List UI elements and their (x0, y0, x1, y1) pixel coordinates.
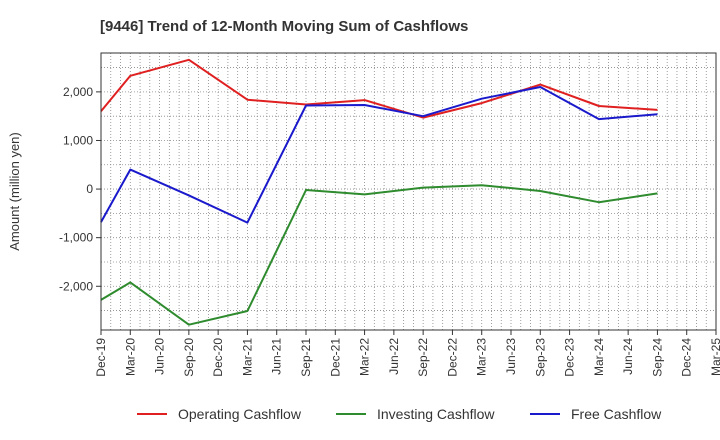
x-tick-label: Jun-20 (153, 338, 167, 375)
y-axis-ticks: -2,000 -1,000 0 1,000 2,000 (59, 85, 101, 293)
x-tick-label: Dec-19 (94, 338, 108, 377)
x-tick-label: Mar-21 (240, 338, 254, 376)
x-tick-label: Jun-24 (621, 338, 635, 375)
series-line-free-cashflow (100, 86, 658, 224)
grid (101, 53, 716, 330)
chart-title: [9446] Trend of 12-Month Moving Sum of C… (100, 18, 468, 35)
x-tick-label: Dec-23 (563, 338, 577, 377)
y-tick-label: -1,000 (59, 231, 93, 245)
x-tick-label: Sep-20 (182, 338, 196, 377)
legend-label: Free Cashflow (571, 406, 662, 422)
x-tick-label: Dec-21 (328, 338, 342, 377)
y-tick-label: 0 (86, 182, 93, 196)
x-tick-label: Sep-22 (416, 338, 430, 377)
x-tick-label: Mar-20 (123, 338, 137, 376)
y-tick-label: 2,000 (63, 85, 93, 99)
x-tick-label: Sep-21 (299, 338, 313, 377)
x-tick-label: Mar-24 (592, 338, 606, 376)
x-tick-label: Dec-20 (211, 338, 225, 377)
series-lines (100, 58, 658, 326)
x-tick-label: Jun-22 (387, 338, 401, 375)
series-line-operating-cashflow (100, 58, 658, 119)
series-line-investing-cashflow (100, 184, 658, 326)
y-tick-label: 1,000 (63, 133, 93, 147)
x-axis-ticks: Dec-19 Mar-20 Jun-20 Sep-20 Dec-20 Mar-21 Jun-… (94, 330, 720, 377)
y-axis-label: Amount (million yen) (7, 132, 22, 251)
x-tick-label: Jun-23 (504, 338, 518, 375)
x-tick-label: Dec-22 (445, 338, 459, 377)
x-tick-label: Mar-22 (358, 338, 372, 376)
x-tick-label: Sep-23 (533, 338, 547, 377)
legend-label: Operating Cashflow (178, 406, 302, 422)
x-tick-label: Dec-24 (680, 338, 694, 377)
legend-label: Investing Cashflow (377, 406, 495, 422)
legend: Operating Cashflow Investing Cashflow Free… (137, 406, 662, 422)
x-tick-label: Jun-21 (270, 338, 284, 375)
plot-frame (100, 52, 717, 331)
x-tick-label: Mar-25 (709, 338, 720, 376)
x-tick-label: Sep-24 (650, 338, 664, 377)
y-tick-label: -2,000 (59, 279, 93, 293)
x-tick-label: Mar-23 (475, 338, 489, 376)
